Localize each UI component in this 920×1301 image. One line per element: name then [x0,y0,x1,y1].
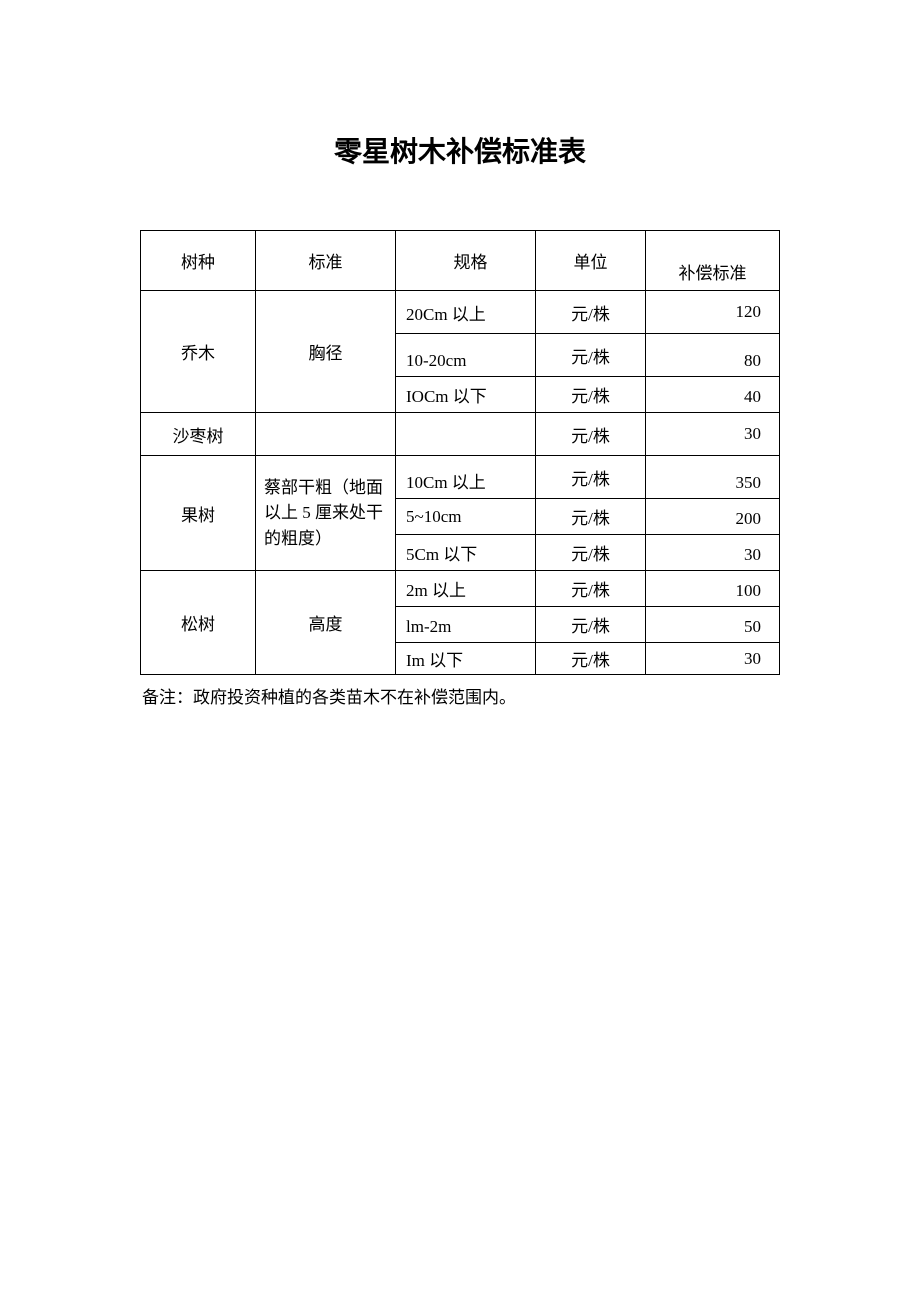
spec-cell [396,413,536,456]
unit-cell: 元/株 [536,413,646,456]
standard-cell: 高度 [256,571,396,675]
spec-cell: lm-2m [396,607,536,643]
value-cell: 40 [646,377,780,413]
value-cell: 200 [646,499,780,535]
unit-cell: 元/株 [536,334,646,377]
header-standard: 标准 [256,231,396,291]
table-row: 果树 蔡部干粗（地面以上 5 厘来处干的粗度） 10Cm 以上 元/株 350 [141,456,780,499]
standard-cell: 胸径 [256,291,396,413]
spec-cell: 10-20cm [396,334,536,377]
header-value: 补偿标准 [646,231,780,291]
species-cell: 松树 [141,571,256,675]
value-cell: 30 [646,413,780,456]
table-row: 乔木 胸径 20Cm 以上 元/株 120 [141,291,780,334]
table-row: 沙枣树 元/株 30 [141,413,780,456]
unit-cell: 元/株 [536,571,646,607]
spec-cell: 20Cm 以上 [396,291,536,334]
unit-cell: 元/株 [536,456,646,499]
value-cell: 120 [646,291,780,334]
spec-cell: IOCm 以下 [396,377,536,413]
spec-cell: 2m 以上 [396,571,536,607]
unit-cell: 元/株 [536,535,646,571]
spec-cell: 5~10cm [396,499,536,535]
page-title: 零星树木补偿标准表 [140,130,780,170]
species-cell: 果树 [141,456,256,571]
header-spec: 规格 [396,231,536,291]
value-cell: 350 [646,456,780,499]
value-cell: 30 [646,535,780,571]
header-species: 树种 [141,231,256,291]
standard-cell: 蔡部干粗（地面以上 5 厘来处干的粗度） [256,456,396,571]
footnote: 备注：政府投资种植的各类苗木不在补偿范围内。 [140,683,780,708]
unit-cell: 元/株 [536,499,646,535]
unit-cell: 元/株 [536,607,646,643]
value-cell: 50 [646,607,780,643]
unit-cell: 元/株 [536,643,646,675]
compensation-table: 树种 标准 规格 单位 补偿标准 乔木 胸径 20Cm 以上 元/株 120 1… [140,230,780,675]
unit-cell: 元/株 [536,377,646,413]
value-cell: 80 [646,334,780,377]
spec-cell: Im 以下 [396,643,536,675]
unit-cell: 元/株 [536,291,646,334]
table-row: 松树 高度 2m 以上 元/株 100 [141,571,780,607]
table-header-row: 树种 标准 规格 单位 补偿标准 [141,231,780,291]
species-cell: 乔木 [141,291,256,413]
spec-cell: 10Cm 以上 [396,456,536,499]
header-unit: 单位 [536,231,646,291]
spec-cell: 5Cm 以下 [396,535,536,571]
value-cell: 30 [646,643,780,675]
species-cell: 沙枣树 [141,413,256,456]
value-cell: 100 [646,571,780,607]
standard-cell [256,413,396,456]
